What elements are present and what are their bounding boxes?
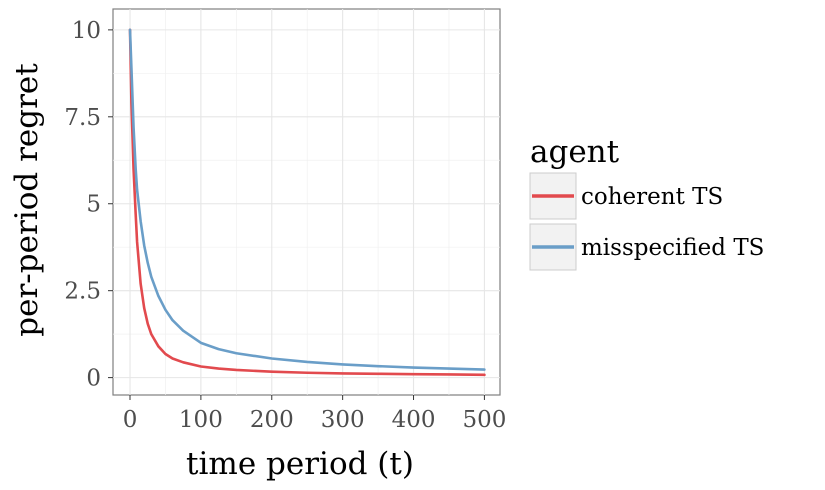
axis-ticks: 0 100 200 300 400 500 0 2.5 5 7.5 10 <box>64 18 506 433</box>
series-line-misspecified-ts <box>128 28 486 371</box>
legend-label-coherent-ts: coherent TS <box>581 184 723 210</box>
y-tick-label: 5 <box>86 192 101 218</box>
legend-title: agent <box>530 134 620 170</box>
series-line-coherent-ts <box>128 28 486 377</box>
x-tick-label: 500 <box>462 407 506 433</box>
legend: agent coherent TS misspecified TS <box>529 134 764 271</box>
series-lines <box>128 28 486 377</box>
plot-panel <box>112 8 501 396</box>
x-tick-label: 300 <box>321 407 365 433</box>
y-tick-label: 10 <box>72 18 101 44</box>
x-tick-label: 100 <box>179 407 223 433</box>
y-tick-label: 2.5 <box>64 279 101 305</box>
legend-item-misspecified-ts: misspecified TS <box>529 223 764 271</box>
y-axis-title: per-period regret <box>9 63 45 337</box>
legend-label-misspecified-ts: misspecified TS <box>581 235 764 261</box>
y-tick-label: 7.5 <box>64 105 101 131</box>
grid-lines <box>113 9 500 395</box>
x-tick-label: 0 <box>123 407 138 433</box>
legend-item-coherent-ts: coherent TS <box>529 172 723 220</box>
y-tick-label: 0 <box>86 366 101 392</box>
x-axis-title: time period (t) <box>186 446 414 482</box>
x-tick-label: 200 <box>250 407 294 433</box>
x-tick-label: 400 <box>392 407 436 433</box>
